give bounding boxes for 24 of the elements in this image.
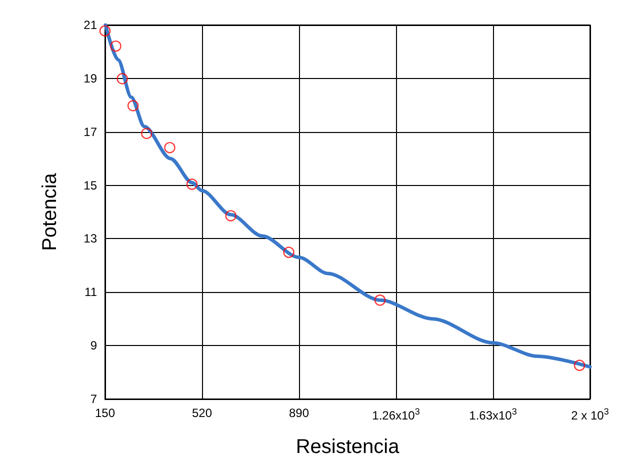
y-tick-label: 19 (84, 71, 98, 86)
point (127, 100, 139, 112)
point (374, 294, 386, 306)
y-tick-label: 7 (90, 392, 98, 406)
y-tick-label: 9 (90, 338, 98, 353)
x-tick-label: 150 (94, 406, 116, 420)
y-tick-label: 15 (84, 178, 98, 192)
x-tick-label: 890 (288, 406, 310, 420)
point (164, 142, 176, 154)
point (141, 128, 152, 140)
point (574, 360, 586, 371)
point (99, 25, 111, 36)
y-tick-label: 17 (84, 124, 98, 139)
y-tick-label: 13 (84, 232, 98, 246)
point (110, 40, 122, 52)
x-axis-title: Resistencia (296, 436, 400, 458)
y-tick-label: 21 (84, 18, 98, 32)
point (225, 210, 236, 222)
y-tick-label: 11 (84, 285, 98, 300)
point (186, 178, 198, 190)
x-tick-label: 520 (192, 406, 212, 420)
y-axis-title: Potencia (39, 172, 61, 251)
point (283, 246, 294, 258)
point (116, 73, 128, 84)
